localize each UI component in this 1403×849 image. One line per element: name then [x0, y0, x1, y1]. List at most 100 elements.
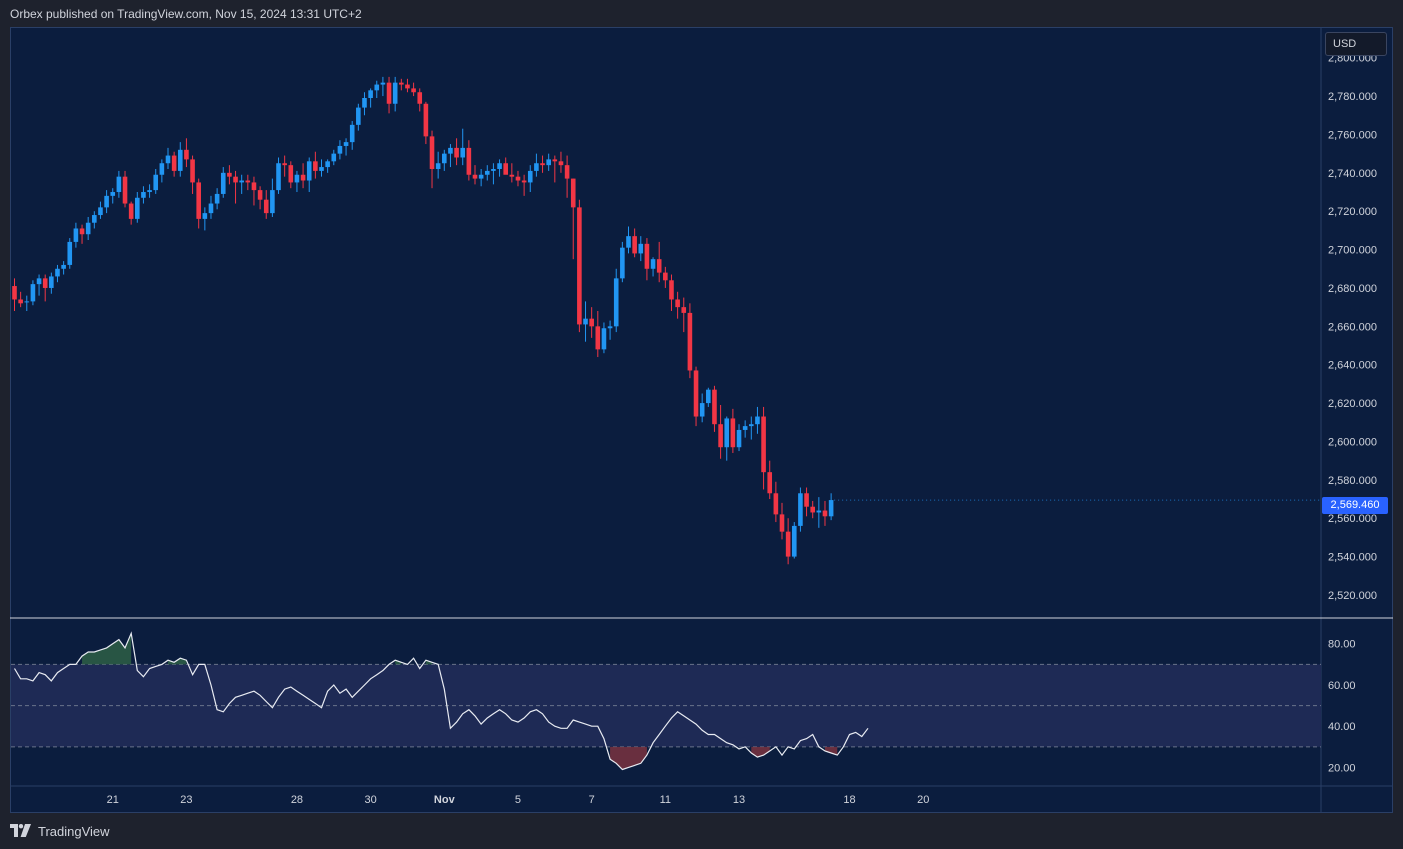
- rsi-tick-label: 80.00: [1328, 639, 1356, 651]
- candle-body: [503, 163, 508, 175]
- candle-body: [79, 228, 85, 235]
- candle-body: [644, 243, 650, 269]
- candle-body: [693, 370, 699, 417]
- price-axis: 2,520.000 2,540.000 2,560.000 2,580.000 2,60…: [1320, 27, 1377, 813]
- candle-body: [515, 176, 521, 181]
- candle-body: [773, 493, 779, 515]
- candle-body: [184, 149, 189, 160]
- candle-body: [220, 172, 226, 194]
- candle-body: [306, 161, 312, 181]
- candle-body: [380, 82, 386, 85]
- overbought-fill: [82, 633, 132, 665]
- last-price-badge: 2,569.460: [1322, 497, 1388, 514]
- candle-body: [712, 389, 717, 425]
- candle-body: [785, 531, 791, 557]
- candle-body: [116, 176, 122, 193]
- candle-body: [30, 284, 36, 302]
- candle-body: [620, 247, 625, 279]
- time-tick-label: 28: [291, 794, 303, 806]
- candle-body: [251, 182, 257, 191]
- candle-body: [405, 84, 410, 89]
- candle-body: [399, 82, 404, 85]
- candle-body: [423, 103, 429, 137]
- candle-body: [92, 215, 97, 223]
- candle-body: [779, 514, 785, 532]
- candle-body: [263, 199, 269, 214]
- candle-body: [454, 147, 459, 158]
- candle-body: [239, 180, 244, 183]
- candle-body: [540, 163, 545, 166]
- candle-body: [190, 159, 195, 183]
- time-tick-label: 18: [843, 794, 855, 806]
- candle-body: [24, 301, 30, 303]
- candle-body: [632, 236, 637, 254]
- candle-body: [61, 264, 66, 269]
- candle-body: [202, 213, 208, 219]
- candle-body: [128, 203, 134, 219]
- tradingview-logo-icon: [10, 824, 31, 837]
- candle-body: [749, 424, 754, 427]
- candle-body: [319, 167, 324, 171]
- candle-body: [527, 170, 533, 183]
- candle-body: [227, 172, 232, 177]
- candle-body: [257, 190, 263, 200]
- candle-body: [687, 312, 693, 371]
- candle-body: [245, 180, 251, 183]
- candle-body: [595, 326, 601, 350]
- candle-body: [546, 159, 551, 166]
- candle-body: [374, 84, 380, 91]
- candle-body: [196, 182, 201, 219]
- price-tick-label: 2,600.000: [1328, 436, 1377, 448]
- time-tick-label: 13: [733, 794, 745, 806]
- candle-body: [791, 525, 797, 557]
- candle-body: [601, 328, 607, 350]
- candle-body: [521, 180, 527, 183]
- rsi-tick-label: 20.00: [1328, 762, 1356, 774]
- candle-body: [411, 88, 416, 93]
- price-tick-label: 2,620.000: [1328, 398, 1377, 410]
- candle-body: [730, 418, 736, 448]
- rsi-tick-label: 60.00: [1328, 680, 1356, 692]
- price-tick-label: 2,720.000: [1328, 206, 1377, 218]
- candle-body: [706, 389, 711, 404]
- candle-body: [386, 82, 392, 104]
- candle-body: [85, 222, 91, 235]
- candle-body: [478, 174, 484, 179]
- candle-body: [141, 192, 146, 198]
- oversold-fill: [751, 746, 770, 758]
- candle-body: [368, 90, 373, 98]
- candle-body: [534, 163, 539, 171]
- candle-body: [798, 493, 803, 526]
- time-tick-label: 7: [589, 794, 595, 806]
- price-tick-label: 2,680.000: [1328, 283, 1377, 295]
- footer-brand-label: TradingView: [38, 823, 110, 839]
- publisher-caption: Orbex published on TradingView.com, Nov …: [10, 7, 362, 21]
- candle-body: [435, 163, 441, 169]
- oversold-fill: [824, 746, 838, 756]
- candle-body: [626, 236, 631, 248]
- price-tick-label: 2,660.000: [1328, 321, 1377, 333]
- candle-body: [718, 424, 723, 448]
- candle-body: [804, 493, 809, 507]
- candle-body: [214, 193, 220, 204]
- candle-body: [233, 176, 238, 183]
- candle-body: [147, 190, 152, 193]
- candle-body: [828, 500, 834, 517]
- candle-body: [98, 207, 103, 216]
- footer-brand[interactable]: TradingView: [10, 822, 110, 840]
- candle-body: [49, 276, 54, 288]
- candle-body: [12, 286, 17, 300]
- candle-body: [392, 82, 398, 104]
- currency-button[interactable]: USD: [1325, 32, 1387, 56]
- candle-body: [570, 178, 576, 208]
- candle-body: [669, 280, 674, 300]
- candle-body: [337, 145, 343, 154]
- candle-body: [356, 107, 361, 125]
- time-tick-label: 5: [515, 794, 521, 806]
- candle-body: [577, 207, 582, 325]
- candle-body: [104, 195, 109, 208]
- candle-body: [638, 243, 644, 254]
- candle-body: [724, 418, 730, 448]
- candle-body: [349, 124, 355, 143]
